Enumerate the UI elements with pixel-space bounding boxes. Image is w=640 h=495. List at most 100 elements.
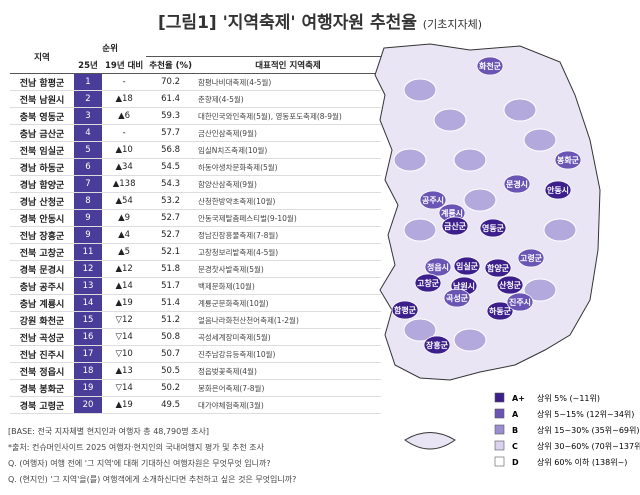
table-cell: ▲4 <box>102 226 147 244</box>
legend-text: 상위 15~30% (35위~69위) <box>537 425 640 435</box>
table-cell: 51.4 <box>146 294 195 312</box>
table-row: 경북 안동시 9 ▲9 52.7 안동국제탈춤페스티벌(9-10월) <box>10 209 381 227</box>
region <box>393 148 427 172</box>
legend-swatch <box>494 408 505 419</box>
region <box>484 258 512 278</box>
region <box>453 328 487 352</box>
header-cell: 순위 <box>102 44 118 55</box>
table-cell: 2 <box>74 90 102 108</box>
table-cell: 57.7 <box>146 124 195 142</box>
table-cell: ▲5 <box>102 243 147 261</box>
table-cell: ▲34 <box>102 158 147 176</box>
ranking-table: 지역 순위 25년 19년 대비 추천율 (%) 대표적인 지역축제 전남 함평군 1-70.… <box>10 40 381 414</box>
region <box>433 108 467 132</box>
table-cell: 충북 영동군 <box>10 107 74 125</box>
table-cell: 전북 정읍시 <box>10 362 74 380</box>
region <box>423 335 451 355</box>
legend-swatch <box>494 424 505 435</box>
legend-grade: A <box>512 410 519 419</box>
korea-outline <box>374 43 601 381</box>
table-cell: 18 <box>74 362 102 380</box>
table-cell: 강원 화천군 <box>10 311 74 329</box>
table-cell: ▽10 <box>102 345 147 363</box>
region-label: 금산군 <box>444 221 467 231</box>
table-cell: 59.3 <box>146 107 195 125</box>
table-cell: 56.8 <box>146 141 195 159</box>
table-cell: 경북 봉화군 <box>10 379 74 397</box>
table-row: 전북 임실군 5 ▲10 56.8 임실N치즈축제(10월) <box>10 141 381 159</box>
table-cell: 산청한방약초축제(10월) <box>194 192 381 210</box>
table-cell: ▲138 <box>102 175 147 193</box>
table-cell: 경남 함양군 <box>10 175 74 193</box>
table-cell: 70.2 <box>146 73 195 91</box>
legend-text: 상위 60% 이하 (138위~) <box>537 457 627 467</box>
table-row: 전남 장흥군 9 ▲4 52.7 정남진장흥물축제(7-8월) <box>10 226 381 244</box>
table-cell: 9 <box>74 209 102 227</box>
region <box>496 275 524 295</box>
table-cell: 안동국제탈춤페스티벌(9-10월) <box>194 209 381 227</box>
region-label: 계룡시 <box>441 208 463 218</box>
region-label: 영동군 <box>482 223 505 233</box>
table-cell: ▲12 <box>102 260 147 278</box>
table-cell: 정읍벚꽃축제(4월) <box>194 362 381 380</box>
table-cell: ▲6 <box>102 107 147 125</box>
table-cell: 51.2 <box>146 311 195 329</box>
region-label: 고창군 <box>417 278 440 288</box>
table-cell: 충남 금산군 <box>10 124 74 142</box>
note: *출처: 컨슈머인사이트 2025 여행자·현지인의 국내여행지 평가 및 추천… <box>8 443 265 452</box>
table-cell: 54.5 <box>146 158 195 176</box>
table-cell: 13 <box>74 277 102 295</box>
region <box>443 288 471 308</box>
region <box>403 318 437 342</box>
table-cell: - <box>102 73 147 91</box>
region-label: 정읍시 <box>427 262 449 272</box>
table-cell: ▽12 <box>102 311 147 329</box>
table-cell: 춘향제(4-5월) <box>194 90 381 108</box>
table-cell: 얼음나라화천산천어축제(1-2월) <box>194 311 381 329</box>
table-cell: 경북 안동시 <box>10 209 74 227</box>
table-cell: ▲18 <box>102 90 147 108</box>
table-cell: 함평나비대축제(4-5월) <box>194 73 381 91</box>
table-row: 전남 함평군 1-70.2 함평나비대축제(4-5월) <box>10 73 381 91</box>
region-label: 산청군 <box>499 280 522 290</box>
table-cell: 52.1 <box>146 243 195 261</box>
region <box>517 248 545 268</box>
region <box>450 276 478 296</box>
region <box>453 148 487 172</box>
table-cell: 경북 문경시 <box>10 260 74 278</box>
legend-swatch <box>494 440 505 451</box>
legend-swatch <box>494 456 505 467</box>
region <box>479 218 507 238</box>
region-label: 고령군 <box>520 253 543 263</box>
header-cell: 추천율 (%) <box>146 56 195 74</box>
region-label: 함양군 <box>487 263 510 273</box>
table-row: 충남 공주시 13 ▲14 51.7 백제문화제(10월) <box>10 277 381 295</box>
table-cell: 전남 곡성군 <box>10 328 74 346</box>
table-cell: 7 <box>74 175 102 193</box>
region-label: 진주시 <box>509 297 531 307</box>
table-cell: ▽14 <box>102 379 147 397</box>
header-cell: 19년 대비 <box>102 56 147 74</box>
region <box>403 78 437 102</box>
region-label: 문경시 <box>506 179 528 189</box>
region <box>544 180 572 200</box>
table-cell: 전북 남원시 <box>10 90 74 108</box>
region <box>543 218 577 242</box>
table-cell: 충남 계룡시 <box>10 294 74 312</box>
header-row: 지역 순위 <box>10 40 381 74</box>
table-cell: ▲9 <box>102 209 147 227</box>
region <box>419 190 447 210</box>
legend-grade: A+ <box>512 394 525 403</box>
region-label: 곡성군 <box>446 293 469 303</box>
header-cell: 25년 <box>74 56 102 74</box>
table-cell: 전남 진주시 <box>10 345 74 363</box>
region-label: 안동시 <box>547 185 569 195</box>
table-row: 강원 화천군 15 ▽12 51.2 얼음나라화천산천어축제(1-2월) <box>10 311 381 329</box>
note: Q. (여행자) 여행 전에 '그 지역'에 대해 기대하신 여행자원은 무엇무… <box>8 459 271 468</box>
table-cell: 정남진장흥물축제(7-8월) <box>194 226 381 244</box>
table-cell: 경남 하동군 <box>10 158 74 176</box>
table-cell: 전북 고창군 <box>10 243 74 261</box>
region <box>486 301 514 321</box>
table-cell: 17 <box>74 345 102 363</box>
